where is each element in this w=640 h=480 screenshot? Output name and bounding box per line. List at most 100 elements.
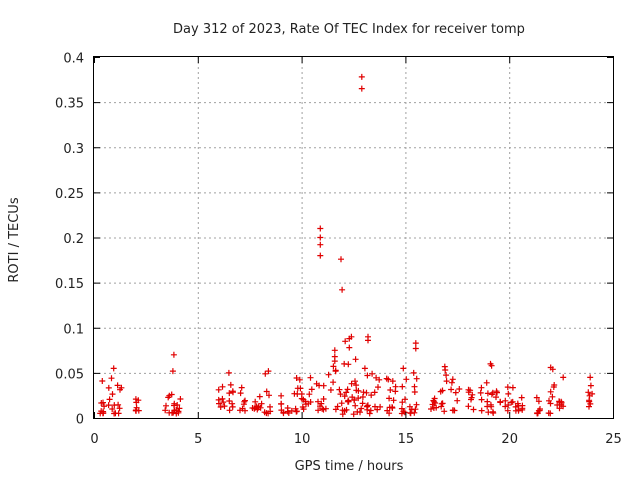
data-point: [441, 408, 448, 415]
data-point: [389, 378, 396, 385]
data-point: [317, 234, 324, 241]
data-point: [449, 376, 456, 383]
y-tick-label: 0.1: [63, 322, 84, 337]
data-point: [336, 386, 343, 393]
data-point: [560, 403, 567, 410]
data-point: [252, 398, 259, 405]
data-point: [512, 403, 519, 410]
data-point: [343, 389, 350, 396]
data-point: [478, 384, 485, 391]
y-tick-label: 0.25: [55, 187, 84, 202]
data-point: [322, 405, 329, 412]
data-point: [303, 401, 309, 408]
data-point: [535, 398, 542, 405]
data-point: [348, 380, 355, 387]
data-point: [384, 407, 391, 414]
data-point: [368, 392, 375, 399]
data-point: [226, 407, 233, 414]
x-tick-label: 10: [294, 432, 311, 447]
x-tick-label: 25: [605, 432, 622, 447]
x-axis-label: GPS time / hours: [295, 459, 404, 474]
data-point: [454, 397, 461, 404]
data-point: [307, 374, 314, 381]
data-point: [410, 369, 417, 376]
y-axis-label: ROTI / TECUs: [7, 197, 22, 282]
data-point: [533, 394, 540, 401]
data-point: [116, 405, 123, 412]
data-point: [403, 376, 410, 383]
data-point: [229, 403, 236, 410]
data-point: [171, 402, 177, 409]
data-point: [586, 398, 593, 405]
data-point: [448, 386, 455, 393]
data-point: [392, 388, 399, 395]
data-point: [330, 363, 337, 370]
data-point: [550, 384, 557, 390]
data-point: [133, 404, 140, 411]
data-point: [220, 399, 227, 406]
data-point: [556, 398, 563, 405]
data-point: [168, 391, 175, 398]
data-point: [320, 396, 327, 402]
data-point: [306, 391, 313, 398]
data-point: [106, 396, 113, 403]
data-point: [505, 390, 512, 397]
data-point: [389, 405, 396, 411]
data-point: [383, 375, 390, 382]
data-point: [258, 400, 265, 407]
data-point: [429, 401, 436, 408]
data-point: [249, 405, 256, 411]
data-point: [478, 407, 485, 414]
data-point: [265, 368, 272, 375]
data-point: [390, 397, 397, 404]
x-tick-label: 20: [501, 432, 518, 447]
data-point: [411, 409, 418, 416]
data-point: [560, 374, 567, 381]
data-point: [589, 390, 596, 397]
data-point: [352, 378, 358, 385]
data-point: [217, 404, 224, 410]
data-point: [308, 386, 315, 393]
data-point: [332, 368, 339, 375]
data-point: [587, 382, 594, 389]
data-point: [293, 408, 300, 415]
data-point: [261, 409, 268, 416]
data-point: [325, 371, 332, 378]
data-point: [317, 252, 324, 259]
data-point: [438, 400, 445, 407]
data-point: [468, 396, 474, 403]
data-point: [266, 392, 272, 399]
data-point: [254, 406, 261, 413]
data-point: [519, 405, 526, 412]
data-point: [262, 370, 269, 377]
data-point: [101, 403, 108, 410]
data-point: [355, 395, 362, 402]
data-point: [377, 403, 384, 410]
data-point: [505, 402, 512, 408]
data-point: [352, 356, 359, 363]
data-point: [371, 389, 378, 396]
data-point: [536, 407, 543, 414]
data-point: [114, 382, 121, 389]
data-point: [135, 397, 142, 404]
data-point: [98, 400, 105, 406]
data-point: [508, 399, 515, 406]
data-point: [267, 408, 274, 415]
data-point: [366, 410, 373, 417]
data-point: [358, 73, 365, 80]
data-point: [230, 389, 236, 396]
data-point: [239, 405, 246, 412]
data-point: [483, 379, 490, 386]
data-point: [313, 380, 320, 387]
data-point: [412, 340, 419, 347]
data-point: [177, 396, 184, 402]
data-point: [278, 400, 285, 407]
data-point: [488, 362, 495, 369]
data-point: [238, 384, 245, 391]
data-point: [502, 397, 509, 404]
data-point: [353, 387, 360, 394]
data-point: [497, 399, 504, 406]
data-point: [364, 403, 370, 410]
data-point: [399, 383, 406, 390]
data-point: [327, 387, 334, 393]
